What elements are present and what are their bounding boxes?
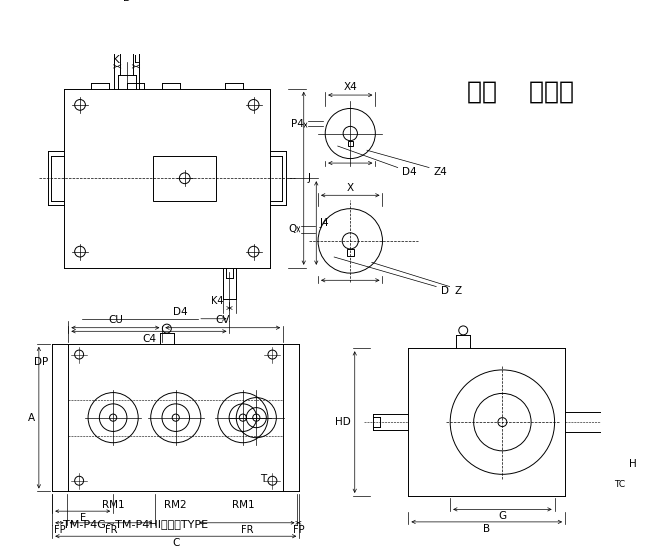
Text: D4: D4 — [173, 307, 187, 317]
Text: DP: DP — [34, 357, 48, 367]
Text: P4: P4 — [291, 119, 304, 128]
Text: X: X — [346, 183, 354, 193]
Text: D: D — [123, 0, 131, 3]
Text: 四段    平行轴: 四段 平行轴 — [467, 80, 574, 104]
Text: D: D — [441, 286, 448, 296]
Text: Q: Q — [289, 225, 296, 234]
Text: HD: HD — [335, 417, 351, 427]
Text: K: K — [113, 55, 120, 65]
Text: RM1: RM1 — [102, 501, 124, 511]
Bar — [153, 156, 216, 200]
Text: C: C — [172, 538, 179, 548]
Text: RM2: RM2 — [164, 501, 187, 511]
Text: T: T — [261, 474, 266, 484]
Text: TC: TC — [614, 480, 625, 489]
Bar — [348, 141, 353, 146]
Text: J4: J4 — [320, 218, 330, 228]
Text: Z: Z — [454, 286, 462, 296]
Text: X4: X4 — [343, 82, 357, 92]
Text: TM-P4G~TM-P4HI适用此TYPE: TM-P4G~TM-P4HI适用此TYPE — [63, 519, 208, 529]
Bar — [346, 249, 354, 256]
Text: C4: C4 — [142, 334, 156, 344]
Text: E: E — [80, 513, 86, 523]
Text: FR: FR — [105, 525, 117, 535]
Text: K4: K4 — [211, 296, 223, 306]
Text: G: G — [499, 511, 506, 521]
Text: Z4: Z4 — [434, 167, 447, 177]
Text: H: H — [629, 459, 636, 469]
Text: L: L — [133, 55, 139, 65]
Text: B: B — [483, 524, 490, 534]
Text: FP: FP — [54, 525, 65, 535]
Text: D4: D4 — [402, 167, 417, 177]
Text: A: A — [28, 413, 35, 423]
Text: FR: FR — [240, 525, 253, 535]
Text: FP: FP — [292, 525, 304, 535]
Text: CU: CU — [108, 315, 123, 325]
Text: CV: CV — [216, 315, 230, 325]
Text: J: J — [307, 173, 310, 183]
Text: RM1: RM1 — [231, 501, 254, 511]
